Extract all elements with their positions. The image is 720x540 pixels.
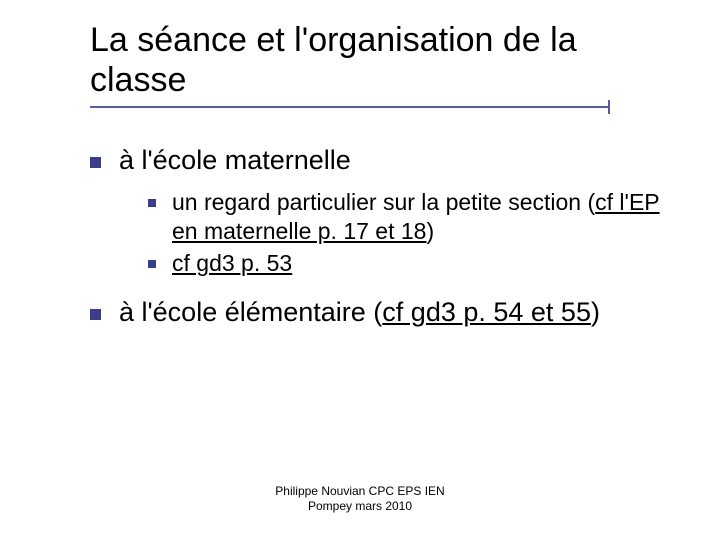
list-item-text: un regard particulier sur la petite sect… (172, 188, 680, 246)
list-item: à l'école maternelle (90, 144, 680, 178)
link-text[interactable]: cf gd3 p. 53 (172, 250, 292, 276)
text-run: ) (591, 297, 600, 327)
text-run: à l'école élémentaire ( (119, 297, 382, 327)
text-run: un regard particulier sur la petite sect… (172, 189, 595, 215)
list-item: un regard particulier sur la petite sect… (148, 188, 680, 246)
list-item: cf gd3 p. 53 (148, 249, 680, 278)
list-item-text: cf gd3 p. 53 (172, 249, 292, 278)
list-item-text: à l'école maternelle (119, 144, 351, 178)
slide-title: La séance et l'organisation de la classe (90, 20, 680, 100)
title-underline (90, 106, 610, 108)
slide-body: à l'école maternelle un regard particuli… (90, 144, 680, 330)
square-bullet-icon (148, 199, 156, 207)
footer-line: Pompey mars 2010 (0, 499, 720, 514)
slide: La séance et l'organisation de la classe… (0, 0, 720, 540)
sublist: un regard particulier sur la petite sect… (148, 188, 680, 278)
square-bullet-icon (90, 157, 101, 168)
list-item: à l'école élémentaire (cf gd3 p. 54 et 5… (90, 296, 680, 330)
text-run: ) (426, 218, 434, 244)
square-bullet-icon (148, 260, 156, 268)
title-block: La séance et l'organisation de la classe (90, 20, 680, 108)
square-bullet-icon (90, 309, 101, 320)
list-item-text: à l'école élémentaire (cf gd3 p. 54 et 5… (119, 296, 600, 330)
slide-footer: Philippe Nouvian CPC EPS IEN Pompey mars… (0, 484, 720, 514)
link-text[interactable]: cf gd3 p. 54 et 55 (382, 297, 591, 327)
footer-line: Philippe Nouvian CPC EPS IEN (0, 484, 720, 499)
